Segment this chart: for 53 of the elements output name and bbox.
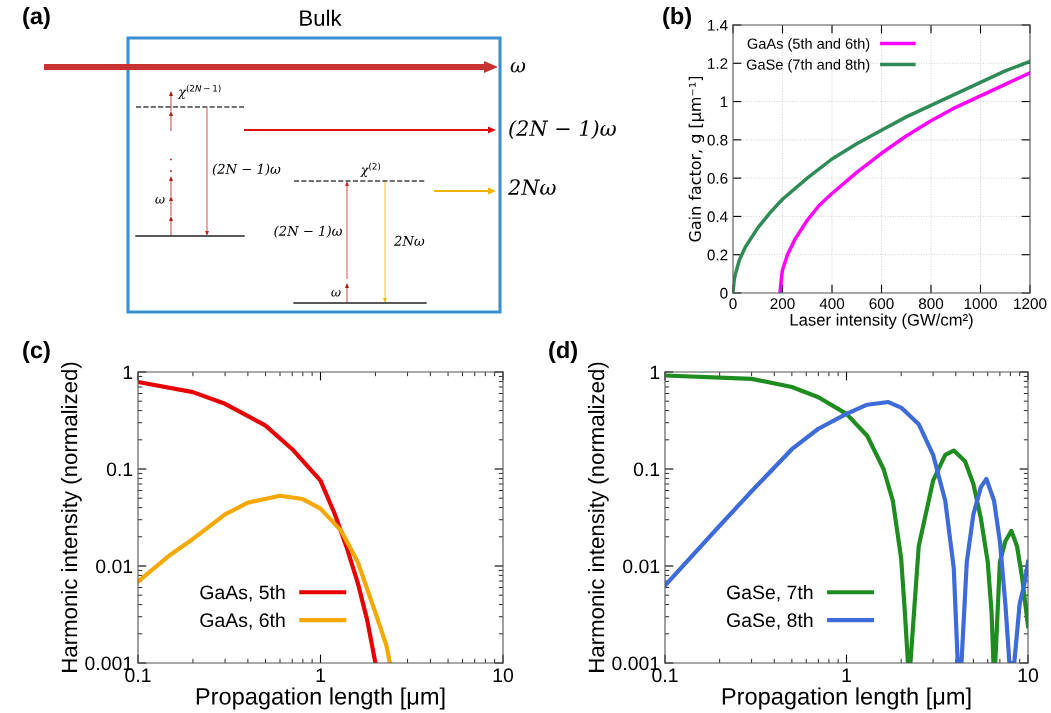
legend-label: GaSe (7th and 8th): [746, 59, 870, 73]
text: (2N − 1)ω: [509, 119, 616, 139]
legend-label: GaAs (5th and 6th): [747, 38, 870, 52]
x-tick-label: 200: [770, 298, 795, 310]
x-tick-label: 800: [918, 298, 944, 310]
y-tick-label: 0.4: [707, 211, 728, 223]
y-tick-label: 0.6: [707, 173, 728, 184]
x-tick-label: 10: [1018, 668, 1039, 683]
x-tick-label: 600: [869, 298, 894, 310]
y-tick-label: 0.01: [96, 559, 133, 574]
text: (2N − 1)ω: [274, 225, 342, 238]
x-tick-label: 0: [729, 298, 737, 310]
y-tick-label: 1.2: [708, 58, 728, 69]
text: ω: [331, 289, 341, 297]
text: (2N − 1)ω: [212, 163, 281, 176]
text: (a): [23, 7, 50, 29]
x-axis-title: Propagation length [μm]: [722, 687, 971, 710]
x-tick-label: 1: [842, 668, 851, 682]
y-tick-label: 0.1: [633, 462, 660, 477]
y-tick-label: 0.8: [707, 134, 728, 146]
y-tick-label: 1: [650, 365, 660, 380]
y-tick-label: 0: [720, 287, 728, 299]
text: (d): [549, 341, 577, 364]
y-axis-title: Harmonic intensity (normalized): [60, 362, 82, 672]
x-tick-label: 400: [819, 298, 845, 310]
legend-label: GaAs, 6th: [200, 612, 285, 630]
y-tick-label: 1.4: [708, 20, 728, 31]
text: (c): [23, 341, 50, 364]
y-tick-label: 0.1: [106, 462, 133, 477]
text: 2Nω: [507, 179, 556, 196]
y-tick-label: 0.01: [623, 559, 660, 574]
x-tick-label: 1: [316, 668, 325, 682]
text: Bulk: [300, 9, 342, 26]
text: (b): [663, 7, 691, 29]
legend-label: GaSe, 7th: [727, 584, 813, 602]
text: χ$^{(2)}$: [360, 162, 381, 178]
x-tick-label: 1200: [1014, 298, 1047, 310]
text: ω: [510, 62, 526, 73]
y-tick-label: 1: [720, 96, 728, 108]
x-axis-title: Laser intensity (GW/cm²): [790, 313, 973, 330]
legend-label: GaSe, 8th: [727, 612, 813, 630]
x-axis-title: Propagation length [μm]: [196, 687, 445, 710]
x-tick-label: 1000: [964, 298, 997, 310]
line-series: [778, 71, 1030, 293]
legend-label: GaAs, 5th: [200, 584, 285, 602]
text: ω: [155, 196, 165, 204]
y-tick-label: 1: [123, 365, 133, 380]
text: 2Nω: [393, 235, 425, 246]
y-tick-label: 0.2: [707, 249, 728, 261]
y-axis-title: Harmonic intensity (normalized): [587, 362, 609, 672]
x-tick-label: 10: [493, 668, 514, 683]
text: χ$^{(2N−1)}$: [177, 84, 221, 100]
y-axis-title: Gain factor, g [μm⁻¹]: [688, 76, 705, 242]
